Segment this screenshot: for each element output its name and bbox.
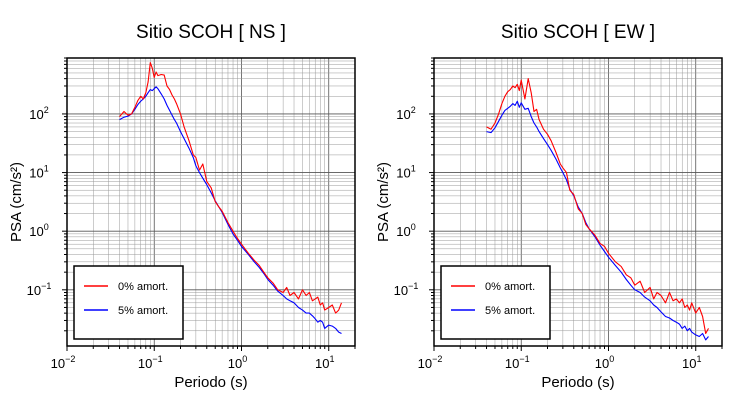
- legend-box: [73, 265, 184, 340]
- legend-box: [440, 265, 551, 340]
- legend-label: 5% amort.: [485, 305, 535, 317]
- y-tick-label: 102: [396, 105, 415, 122]
- y-tick-label: 102: [29, 105, 48, 122]
- chart-panel: Sitio SCOH [ NS ] 10−2 10−1 100 101 10−1 100 10…: [8, 22, 356, 391]
- x-tick-label: 100: [228, 354, 247, 371]
- x-tick-label: 101: [682, 354, 701, 371]
- legend-label: 0% amort.: [485, 281, 535, 293]
- x-axis-label: Periodo (s): [174, 374, 247, 391]
- y-axis-label: PSA (cm/s²): [8, 162, 25, 242]
- x-tick-label: 100: [595, 354, 614, 371]
- x-tick-label: 10−2: [51, 354, 76, 371]
- legend: 0% amort. 5% amort.: [440, 265, 551, 340]
- y-tick-label: 100: [29, 222, 48, 239]
- plot-frame: [433, 57, 723, 347]
- y-tick-label: 10−1: [394, 281, 419, 298]
- y-tick-label: 101: [29, 164, 48, 181]
- x-tick-label: 10−1: [138, 354, 163, 371]
- series-line: [486, 100, 709, 341]
- series-line: [119, 62, 343, 314]
- y-tick-label: 10−1: [27, 281, 52, 298]
- y-axis-label: PSA (cm/s²): [375, 162, 392, 242]
- series-line: [486, 78, 709, 335]
- x-axis-label: Periodo (s): [541, 374, 614, 391]
- grid: [433, 57, 723, 346]
- legend: 0% amort. 5% amort.: [73, 265, 184, 340]
- chart-panel: Sitio SCOH [ EW ] 10−2 10−1 100 101 10−1 100 10…: [375, 22, 723, 391]
- legend-label: 5% amort.: [118, 305, 168, 317]
- y-tick-label: 101: [396, 164, 415, 181]
- chart-title: Sitio SCOH [ EW ]: [501, 22, 655, 43]
- x-tick-label: 101: [315, 354, 334, 371]
- legend-label: 0% amort.: [118, 281, 168, 293]
- x-tick-label: 10−1: [505, 354, 530, 371]
- plot-frame: [66, 57, 356, 347]
- y-tick-label: 100: [396, 222, 415, 239]
- chart-title: Sitio SCOH [ NS ]: [136, 22, 286, 43]
- x-tick-label: 10−2: [418, 354, 443, 371]
